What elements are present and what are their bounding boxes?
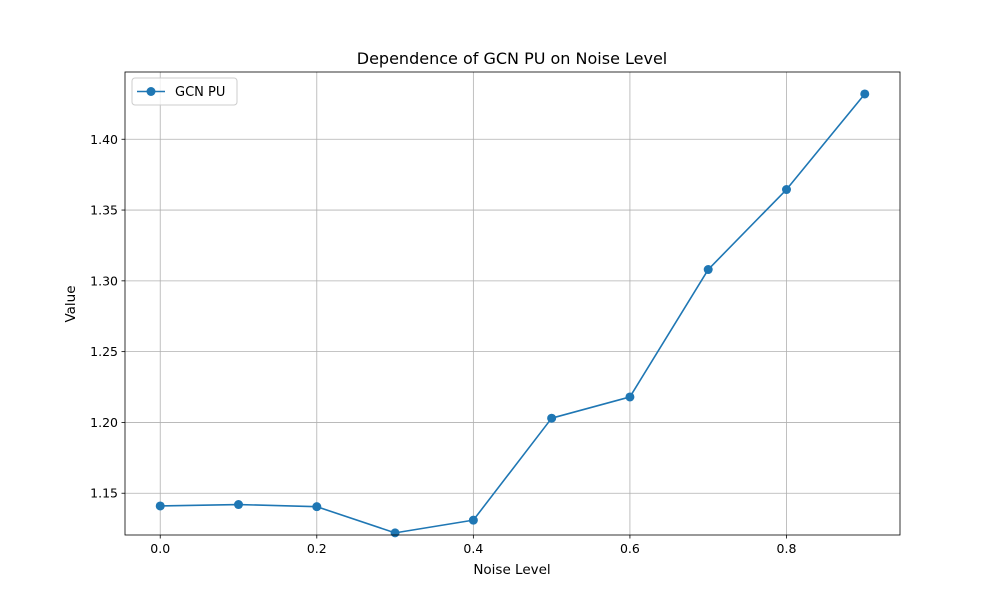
plot-frame <box>124 71 901 536</box>
data-point <box>625 392 635 402</box>
data-point <box>155 501 165 511</box>
x-tick-label: 0.8 <box>777 541 797 556</box>
data-point <box>312 502 322 512</box>
y-axis-title: Value <box>63 285 79 322</box>
series-layer <box>155 89 870 538</box>
legend-label: GCN PU <box>175 85 225 100</box>
data-point <box>390 528 400 538</box>
legend-box <box>131 77 238 106</box>
chart-title: Dependence of GCN PU on Noise Level <box>357 49 667 68</box>
y-tick-label: 1.40 <box>90 132 118 147</box>
y-tick-label: 1.20 <box>90 415 118 430</box>
y-tick-label: 1.25 <box>90 344 118 359</box>
y-tick-label: 1.30 <box>90 273 118 288</box>
x-tick-label: 0.2 <box>307 541 327 556</box>
y-tick-label: 1.35 <box>90 203 118 218</box>
data-point <box>468 515 478 525</box>
grid <box>125 72 900 535</box>
data-point <box>234 500 244 510</box>
y-tick-label: 1.15 <box>90 486 118 501</box>
data-point <box>860 89 870 99</box>
data-point <box>781 185 791 195</box>
series-line <box>160 93 866 534</box>
y-axis-ticks: 1.15 1.20 1.25 1.30 1.35 1.40 <box>90 132 125 501</box>
legend-marker-swatch <box>146 87 156 96</box>
legend: GCN PU <box>131 77 238 106</box>
x-tick-label: 0.6 <box>620 541 640 556</box>
x-axis-title: Noise Level <box>473 562 550 578</box>
x-tick-label: 0.4 <box>463 541 483 556</box>
data-point <box>703 265 713 275</box>
x-tick-label: 0.0 <box>150 541 170 556</box>
x-axis-ticks: 0.0 0.2 0.4 0.6 0.8 <box>150 535 796 556</box>
data-point <box>547 413 557 423</box>
